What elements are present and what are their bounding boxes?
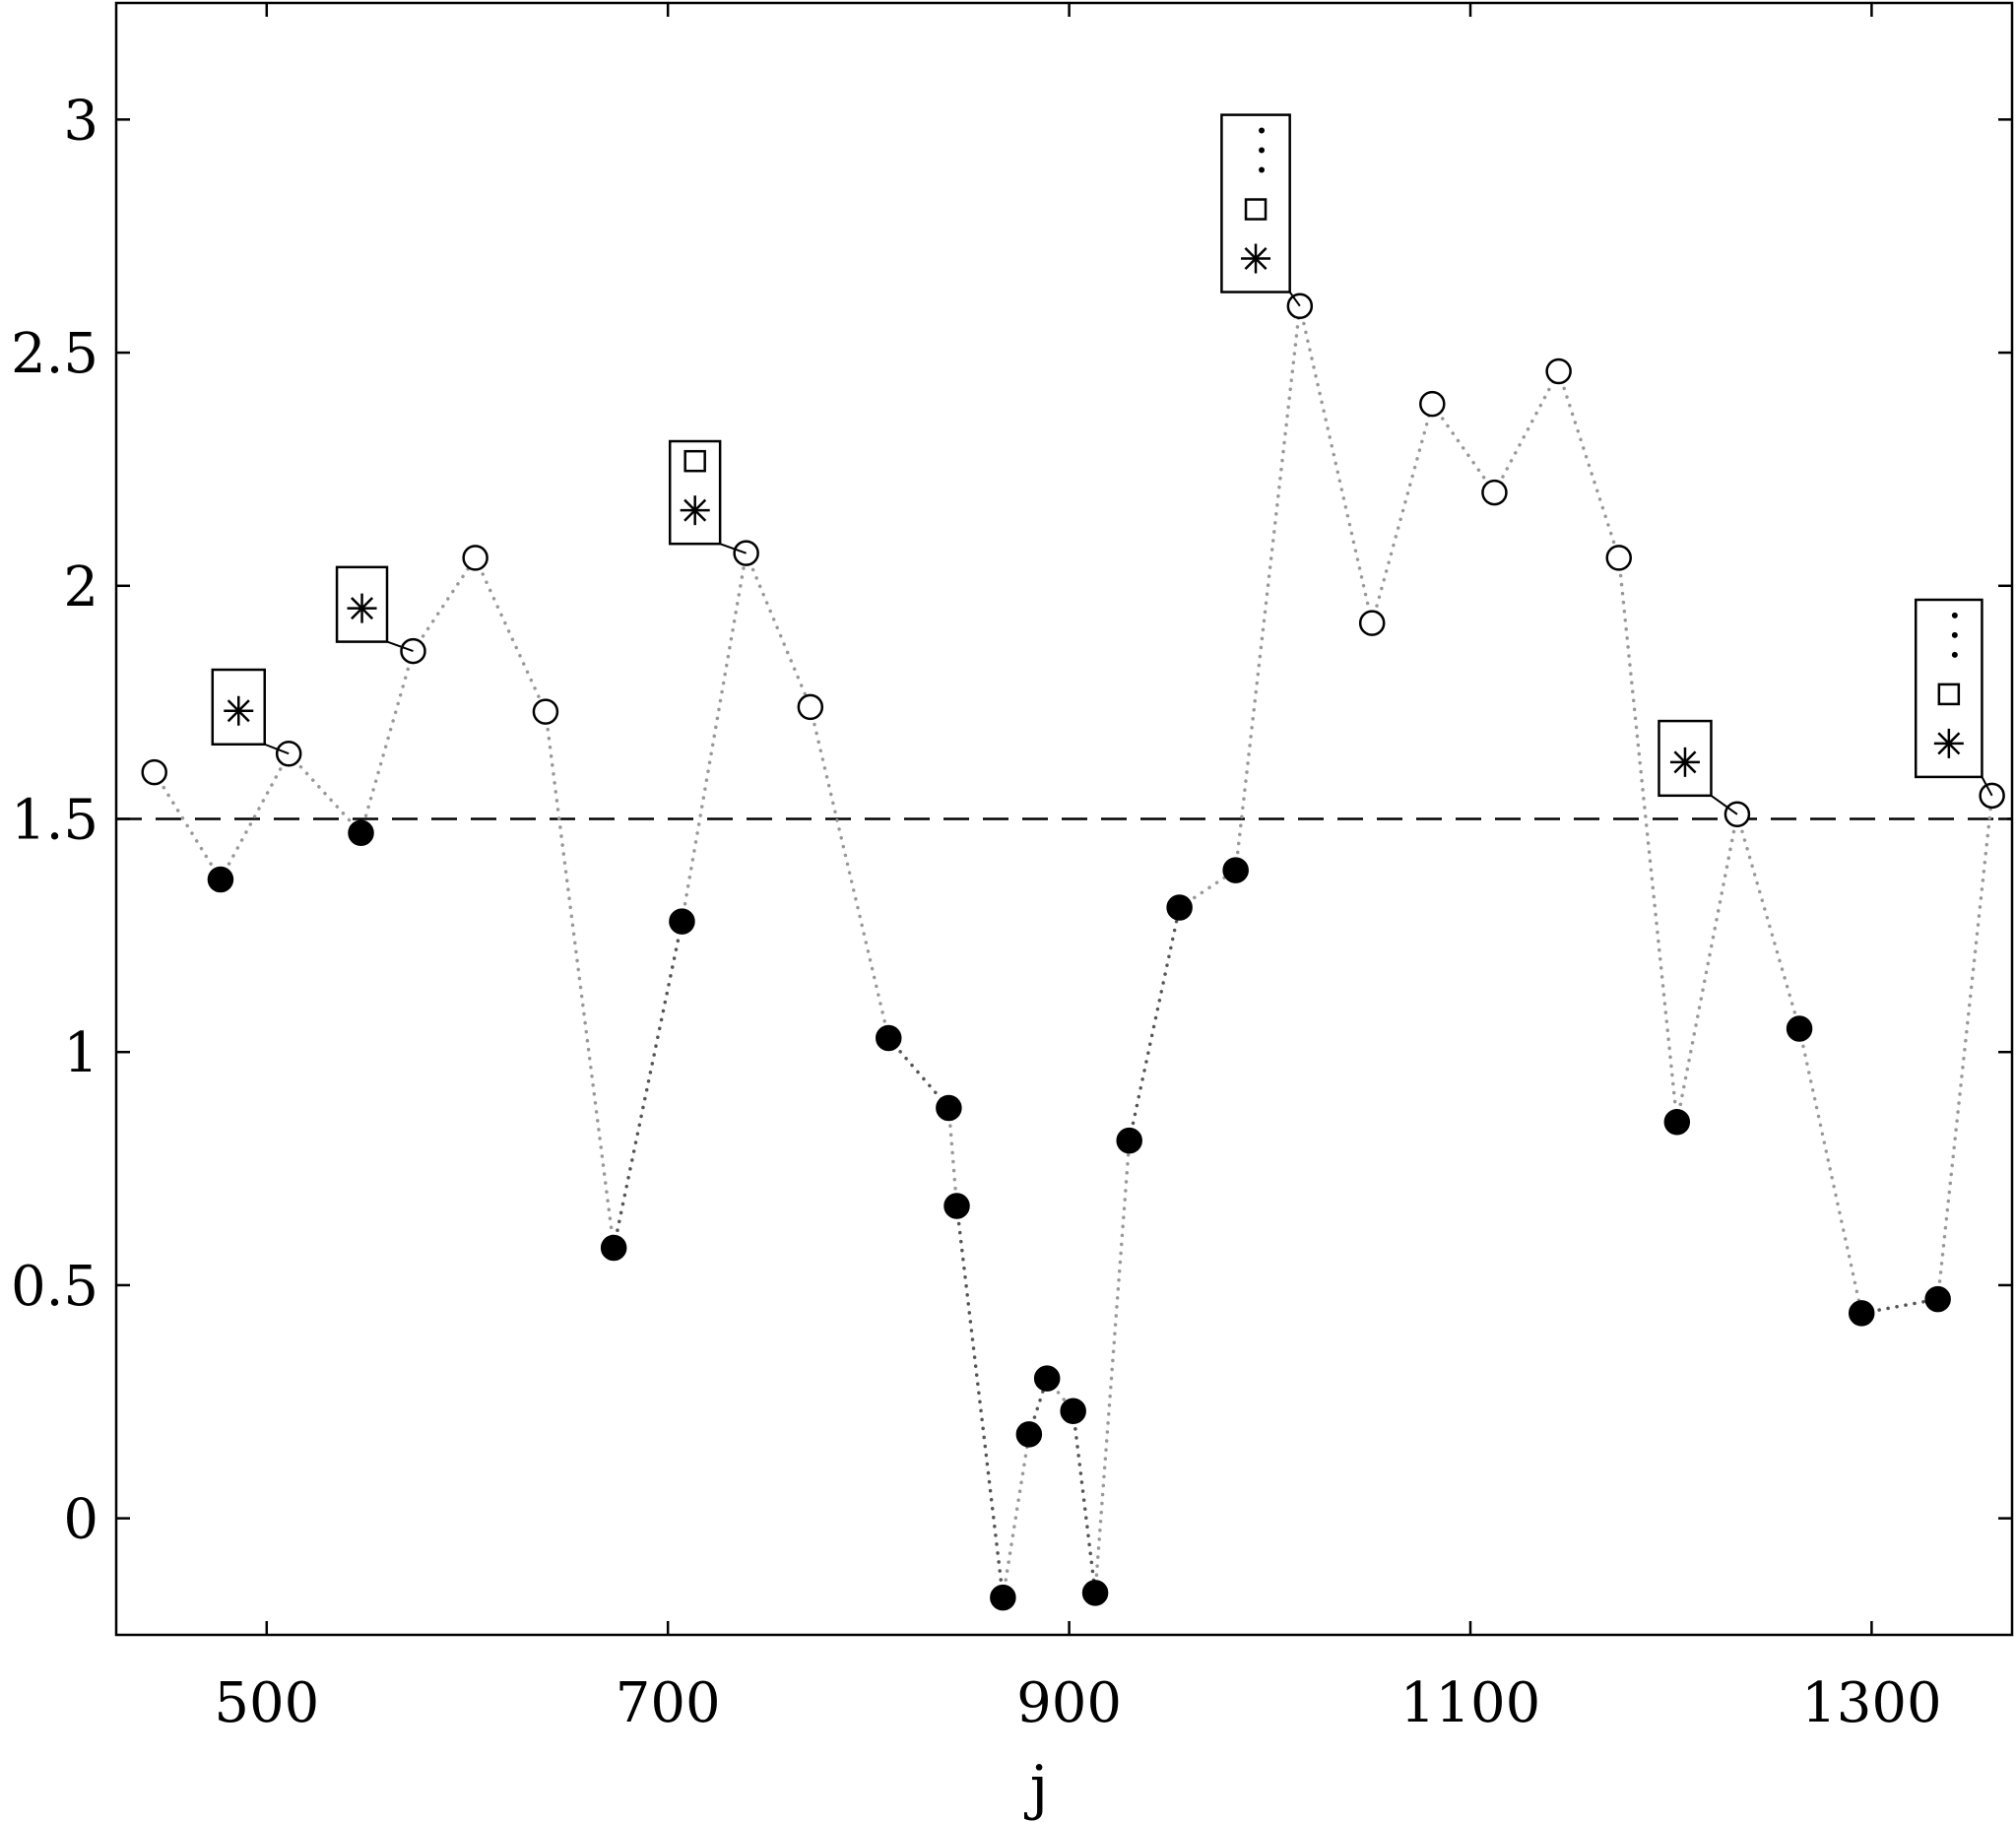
open-point — [532, 698, 559, 725]
connector-segment — [1071, 1409, 1097, 1595]
connector-segment — [1797, 1026, 1863, 1316]
annotations — [211, 113, 1993, 815]
connector-segment — [1001, 1432, 1031, 1599]
annotation-frame — [211, 668, 266, 747]
filled-point — [1786, 1015, 1813, 1042]
ellipsis-symbol — [1951, 612, 1958, 658]
connector-segment — [1370, 402, 1435, 625]
filled-point — [1033, 1365, 1061, 1392]
annotation-box — [1914, 598, 1993, 797]
connector-segment — [886, 1036, 951, 1110]
y-tick-label: 3 — [63, 89, 98, 153]
open-point — [1419, 390, 1446, 418]
annotation-box — [668, 439, 747, 554]
open-point — [1358, 610, 1386, 636]
filled-point — [669, 908, 695, 935]
asterisk-symbol — [680, 495, 710, 526]
connector-segment — [809, 705, 891, 1040]
connector-segment — [219, 751, 291, 881]
filled-point — [1663, 1108, 1691, 1136]
data-points — [141, 293, 2005, 1611]
annotation-leader — [264, 743, 290, 755]
annotation-box — [1658, 719, 1738, 815]
x-tick-label: 900 — [1016, 1671, 1122, 1735]
connector-segment — [1127, 905, 1182, 1142]
filled-point — [936, 1094, 962, 1122]
filled-point — [990, 1584, 1016, 1611]
filled-point — [1116, 1127, 1142, 1154]
x-tick-label: 700 — [616, 1671, 721, 1735]
filled-point — [207, 866, 234, 893]
annotation-leader — [1710, 795, 1738, 815]
y-tick-label: 1 — [63, 1021, 98, 1085]
annotation-frame — [1220, 113, 1291, 293]
annotation-box — [1220, 113, 1301, 307]
connector-segment — [680, 551, 748, 924]
asterisk-symbol — [224, 695, 254, 726]
y-tick-label: 0 — [63, 1488, 98, 1552]
filled-point — [1848, 1300, 1875, 1327]
filled-point — [1081, 1580, 1109, 1606]
connector-segment — [152, 770, 223, 881]
annotation-leader — [1288, 291, 1301, 307]
connector-segment — [411, 555, 478, 653]
connector-segment — [544, 709, 616, 1250]
x-tick-label: 1100 — [1400, 1671, 1541, 1735]
asterisk-symbol — [1241, 243, 1271, 274]
filled-point — [1222, 857, 1249, 883]
open-point — [141, 758, 167, 786]
filled-point — [876, 1024, 902, 1052]
filled-point — [943, 1193, 970, 1219]
annotation-box — [211, 668, 290, 755]
connecting-lines — [152, 303, 1994, 1599]
y-tick-label: 0.5 — [11, 1255, 98, 1319]
open-point — [1605, 545, 1632, 571]
connector-segment — [287, 751, 363, 835]
connector-segment — [1093, 1139, 1132, 1595]
square-symbol — [683, 449, 706, 473]
open-point — [1545, 358, 1572, 385]
square-symbol — [1937, 683, 1961, 706]
annotation-frame — [335, 565, 389, 643]
asterisk-symbol — [347, 593, 377, 623]
connector-segment — [954, 1204, 1006, 1599]
asterisk-symbol — [1669, 747, 1700, 777]
connector-segment — [1298, 303, 1374, 625]
connector-segment — [612, 919, 684, 1250]
annotation-box — [335, 565, 414, 653]
connector-segment — [1735, 813, 1801, 1031]
open-point — [462, 545, 488, 571]
x-tick-label: 500 — [214, 1671, 319, 1735]
connector-segment — [473, 555, 548, 714]
annotation-frame — [668, 439, 722, 546]
open-point — [797, 693, 824, 721]
filled-point — [348, 819, 374, 846]
annotation-leader — [1981, 776, 1993, 797]
filled-point — [1015, 1421, 1043, 1448]
axis-ticks: 500 700 900 1100 1300 0 0.5 1 1.5 2 2.5 3 — [11, 3, 2012, 1735]
y-tick-label: 2 — [63, 555, 98, 619]
connector-segment — [1675, 813, 1739, 1124]
open-point — [1481, 479, 1508, 506]
annotation-leader — [719, 543, 747, 554]
connector-segment — [1935, 794, 1994, 1301]
filled-point — [1060, 1398, 1086, 1425]
connector-segment — [744, 551, 813, 709]
filled-point — [1166, 894, 1193, 921]
y-tick-label: 2.5 — [11, 322, 98, 386]
y-tick-label: 1.5 — [11, 789, 98, 853]
annotation-leader — [386, 640, 414, 653]
connector-segment — [1430, 402, 1497, 494]
asterisk-symbol — [1933, 728, 1964, 758]
x-tick-label: 1300 — [1801, 1671, 1942, 1735]
ellipsis-symbol — [1259, 127, 1266, 173]
connector-segment — [946, 1106, 959, 1208]
square-symbol — [1244, 198, 1268, 221]
filled-point — [600, 1234, 627, 1262]
filled-point — [1924, 1285, 1951, 1313]
connector-segment — [1556, 369, 1621, 560]
